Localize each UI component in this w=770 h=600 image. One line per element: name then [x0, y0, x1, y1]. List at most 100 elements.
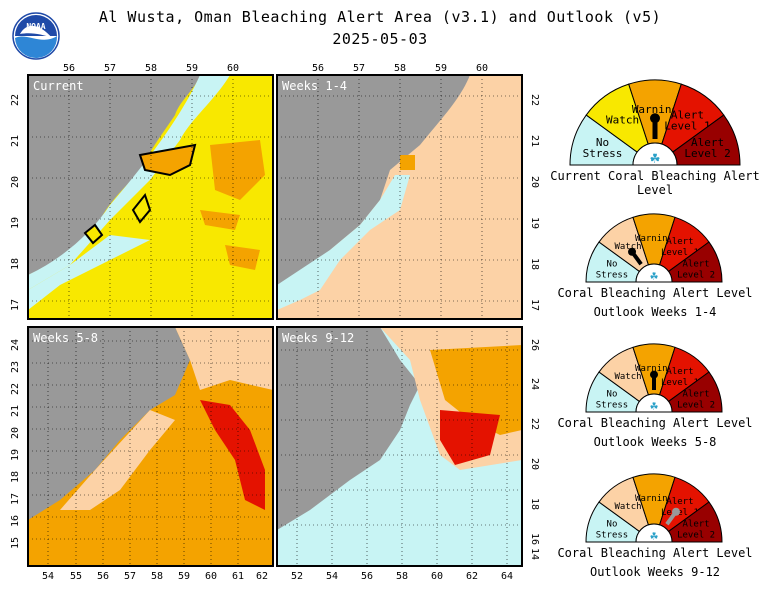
gauge-hub — [632, 142, 678, 166]
gauge-segment-label: No — [596, 136, 609, 149]
lat-tick-label: 16 — [529, 533, 540, 545]
lon-tick-label: 61 — [232, 571, 244, 580]
noaa-logo-icon: NOAA — [12, 12, 60, 60]
lat-tick-label: 14 — [529, 548, 540, 560]
lat-tick-label: 21 — [10, 135, 21, 147]
lat-tick-label: 22 — [529, 94, 540, 106]
gauge-segment-label: Stress — [583, 147, 623, 160]
gauge-segment — [658, 346, 710, 403]
coral-icon: ☘ — [650, 529, 658, 544]
gauge-segment — [569, 114, 638, 166]
gauge-segment — [598, 476, 650, 533]
gauge-segment-label: Level 2 — [684, 147, 730, 160]
gauge-segment-label: Watch — [614, 502, 641, 512]
lat-tick-label: 18 — [10, 258, 21, 270]
gauge-segment-label: Watch — [614, 242, 641, 252]
gauge-segment-label: Level 1 — [661, 508, 699, 518]
map-panels: Current Weeks 1-4 Weeks 5-8 Weeks 9-12 5… — [10, 63, 540, 580]
lat-tick-label: 16 — [10, 515, 21, 527]
gauge-segment — [585, 371, 641, 413]
gauge-segment-label: Warning — [635, 364, 673, 374]
gauge-segment — [658, 216, 710, 273]
gauge-segment — [598, 216, 650, 273]
lat-tick-label: 18 — [10, 471, 21, 483]
gauge-segment-label: Stress — [596, 270, 629, 280]
gauge-segment-label: Level 1 — [664, 119, 710, 132]
gauge-subcaption: Outlook Weeks 1-4 — [593, 305, 717, 319]
coral-icon: ☘ — [650, 148, 660, 167]
map-panel-weeks-1-4 — [276, 74, 523, 320]
lon-tick-label: 64 — [501, 571, 513, 580]
gauge-segment-label: Alert — [682, 519, 709, 529]
lat-tick-label: 20 — [10, 176, 21, 188]
lon-tick-label: 58 — [151, 571, 163, 580]
page-date: 2025-05-03 — [332, 30, 428, 48]
lon-tick-label: 56 — [97, 571, 109, 580]
gauge-needle-head — [671, 507, 680, 516]
lon-tick-label: 57 — [104, 63, 116, 74]
coral-icon: ☘ — [650, 269, 658, 284]
lon-tick-label: 58 — [145, 63, 157, 74]
gauge-needle — [630, 250, 643, 266]
lat-tick-label: 19 — [529, 217, 540, 229]
panel-label-weeks-9-12: Weeks 9-12 — [282, 331, 354, 345]
gauge-segment — [658, 476, 710, 533]
gauge-segment-label: Warning — [635, 234, 673, 244]
gauge-segment-label: Alert — [682, 259, 709, 269]
lat-tick-label: 22 — [10, 383, 21, 395]
lat-tick-label: 17 — [10, 299, 21, 311]
lat-tick-label: 17 — [10, 493, 21, 505]
gauge-segment-label: Alert — [691, 136, 724, 149]
lat-tick-label: 19 — [10, 217, 21, 229]
lon-tick-label: 62 — [256, 571, 268, 580]
lat-tick-label: 20 — [10, 427, 21, 439]
lat-tick-label: 18 — [529, 498, 540, 510]
lon-tick-label: 54 — [326, 571, 338, 580]
lat-tick-label: 23 — [10, 361, 21, 373]
lon-tick-label: 59 — [186, 63, 198, 74]
lon-tick-label: 60 — [205, 571, 217, 580]
lon-tick-label: 56 — [312, 63, 324, 74]
map-panel-current — [27, 74, 274, 320]
lon-tick-label: 54 — [42, 571, 54, 580]
gauge-caption: Coral Bleaching Alert Level — [557, 416, 753, 430]
gauge-needle-head — [650, 370, 658, 379]
gauge-segment-label: Alert — [682, 389, 709, 399]
panel-label-weeks-1-4: Weeks 1-4 — [282, 79, 347, 93]
lon-tick-label: 59 — [435, 63, 447, 74]
gauge-segment-label: Alert — [666, 367, 693, 377]
panel-label-current: Current — [33, 79, 84, 93]
map-panel-weeks-5-8 — [27, 326, 274, 567]
gauge-segment — [585, 241, 641, 283]
lon-tick-label: 56 — [63, 63, 75, 74]
lon-tick-label: 58 — [394, 63, 406, 74]
gauge-needle-head — [628, 247, 637, 256]
gauge-subcaption: Outlook Weeks 9-12 — [589, 565, 721, 579]
lon-tick-label: 60 — [476, 63, 488, 74]
gauge-segment-label: Warning — [632, 103, 678, 116]
gauge-segment-label: Level 2 — [677, 530, 715, 540]
gauge-hub — [635, 393, 673, 413]
lat-tick-label: 24 — [529, 378, 540, 390]
gauge-segment — [667, 371, 723, 413]
gauge-needle — [665, 510, 678, 526]
lon-tick-label: 55 — [70, 571, 82, 580]
gauge-segment — [632, 473, 676, 526]
lat-tick-label: 22 — [529, 418, 540, 430]
lon-tick-label: 60 — [431, 571, 443, 580]
lon-tick-label: 62 — [466, 571, 478, 580]
gauge-segment — [672, 114, 741, 166]
gauge-segment — [632, 213, 676, 266]
lat-tick-label: 15 — [10, 537, 21, 549]
lat-tick-label: 26 — [529, 339, 540, 351]
lat-tick-label: 24 — [10, 339, 21, 351]
coral-icon: ☘ — [650, 399, 658, 414]
page-title: Al Wusta, Oman Bleaching Alert Area (v3.… — [98, 8, 662, 26]
map-panel-weeks-9-12 — [276, 326, 523, 567]
gauge-needle-head — [650, 113, 660, 124]
gauge-segment-label: No — [607, 519, 618, 529]
lon-tick-label: 56 — [361, 571, 373, 580]
gauge-segment — [628, 79, 682, 145]
gauge-segment-label: Stress — [596, 530, 629, 540]
gauge-segment-label: Level 2 — [677, 400, 715, 410]
